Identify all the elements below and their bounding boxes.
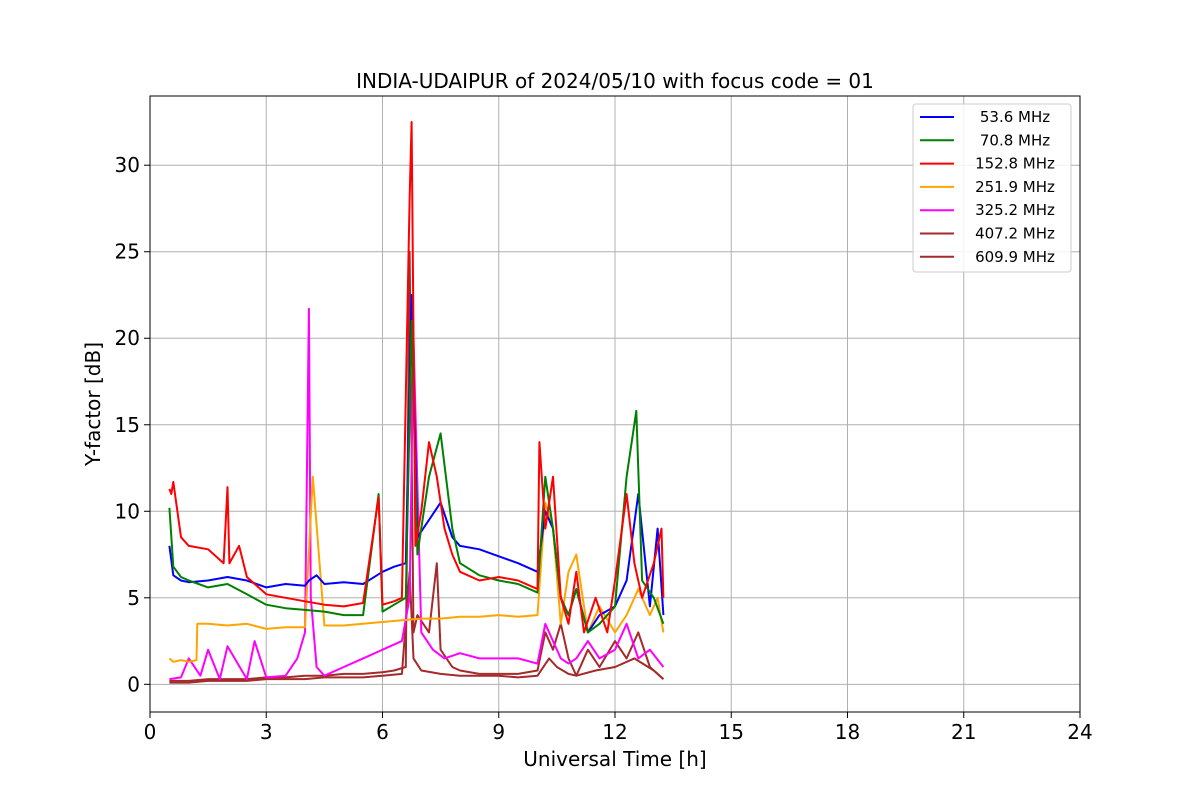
series-line-70-8-mhz (168, 319, 665, 634)
series-line-407-2-mhz (169, 250, 665, 682)
legend-label: 251.9 MHz (975, 178, 1055, 196)
legend-label: 53.6 MHz (980, 108, 1050, 126)
x-tick-label: 21 (951, 720, 976, 744)
x-tick-label: 12 (602, 720, 627, 744)
y-tick-label: 5 (127, 586, 140, 610)
x-tick-label: 18 (835, 720, 860, 744)
y-tick-label: 10 (115, 499, 140, 523)
y-tick-label: 15 (115, 413, 140, 437)
axis-ticks: 0 3 6 9 12 15 18 21 24 0 5 10 15 20 25 30 (115, 153, 1093, 744)
y-tick-label: 20 (115, 326, 140, 350)
series-line-251-9-mhz (168, 475, 665, 663)
legend-label: 325.2 MHz (975, 201, 1055, 219)
x-tick-label: 6 (376, 720, 389, 744)
x-tick-label: 9 (492, 720, 505, 744)
x-tick-label: 24 (1067, 720, 1092, 744)
x-tick-label: 3 (260, 720, 273, 744)
legend-label: 152.8 MHz (975, 155, 1055, 173)
plot-area (168, 121, 665, 684)
legend-label: 407.2 MHz (975, 225, 1055, 243)
chart-title: INDIA-UDAIPUR of 2024/05/10 with focus c… (356, 69, 874, 93)
y-tick-label: 25 (115, 240, 140, 264)
legend-label: 70.8 MHz (980, 131, 1050, 149)
x-tick-label: 0 (144, 720, 157, 744)
y-tick-label: 0 (127, 672, 140, 696)
legend-frame (912, 103, 1072, 273)
series-line-152-8-mhz (168, 121, 665, 634)
series-line-53-6-mhz (168, 294, 665, 634)
x-tick-label: 15 (719, 720, 744, 744)
series-line-325-2-mhz (169, 307, 665, 681)
legend: 53.6 MHz 70.8 MHz 152.8 MHz 251.9 MHz 325.2 … (912, 103, 1072, 273)
y-axis-label: Y-factor [dB] (81, 342, 105, 467)
legend-label: 609.9 MHz (975, 248, 1055, 266)
x-axis-label: Universal Time [h] (523, 747, 706, 771)
y-tick-label: 30 (115, 153, 140, 177)
